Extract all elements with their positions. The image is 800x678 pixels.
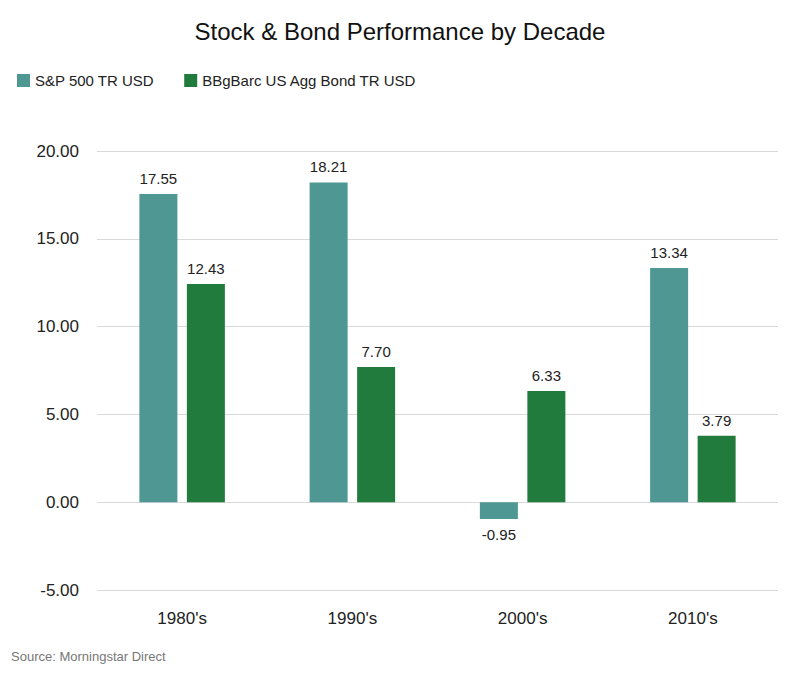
- svg-text:17.55: 17.55: [140, 170, 178, 187]
- svg-text:10.00: 10.00: [36, 317, 79, 336]
- svg-text:Source: Morningstar Direct: Source: Morningstar Direct: [11, 649, 166, 664]
- svg-text:20.00: 20.00: [36, 142, 79, 161]
- svg-text:-5.00: -5.00: [40, 581, 79, 600]
- svg-text:5.00: 5.00: [46, 405, 79, 424]
- svg-text:12.43: 12.43: [187, 260, 225, 277]
- svg-text:BBgBarc US Agg Bond TR USD: BBgBarc US Agg Bond TR USD: [202, 72, 415, 89]
- svg-text:2000's: 2000's: [498, 609, 548, 628]
- svg-text:1980's: 1980's: [157, 609, 207, 628]
- svg-text:-0.95: -0.95: [482, 526, 516, 543]
- svg-text:13.34: 13.34: [650, 244, 688, 261]
- svg-text:18.21: 18.21: [310, 158, 348, 175]
- svg-text:Stock & Bond Performance by De: Stock & Bond Performance by Decade: [195, 18, 606, 45]
- svg-text:6.33: 6.33: [532, 367, 561, 384]
- svg-text:0.00: 0.00: [46, 493, 79, 512]
- svg-text:3.79: 3.79: [702, 412, 731, 429]
- svg-text:2010's: 2010's: [668, 609, 718, 628]
- svg-text:15.00: 15.00: [36, 229, 79, 248]
- svg-text:S&P 500 TR USD: S&P 500 TR USD: [35, 72, 154, 89]
- svg-text:1990's: 1990's: [328, 609, 378, 628]
- svg-text:7.70: 7.70: [362, 343, 391, 360]
